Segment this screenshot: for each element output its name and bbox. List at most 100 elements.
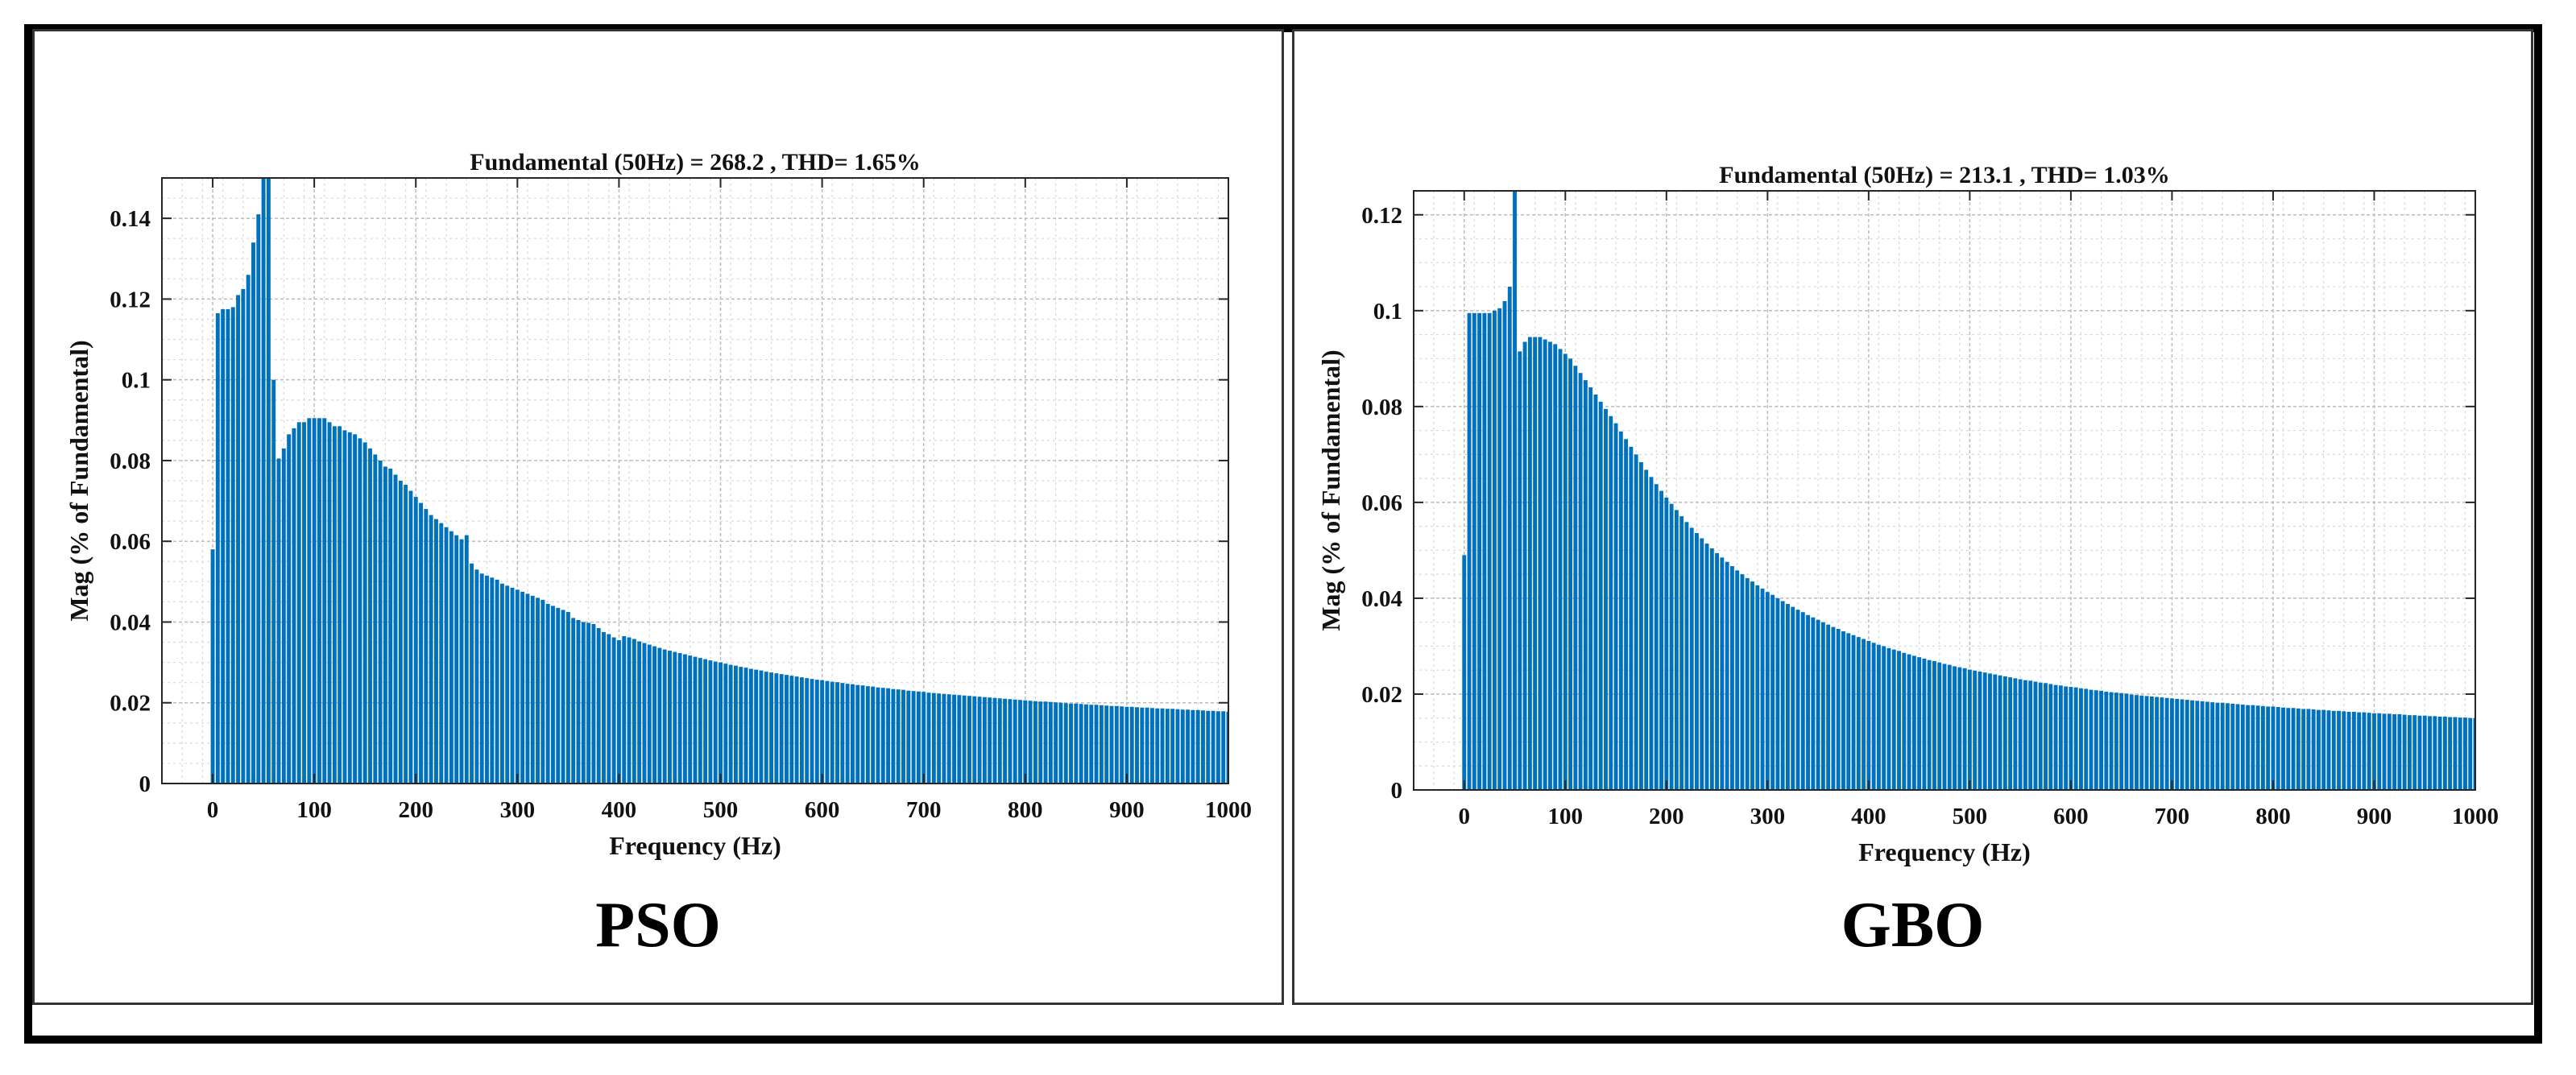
gbo-bar [2210,702,2215,790]
gbo-bar [1816,619,1820,790]
gbo-bar [1886,647,1891,790]
gbo-method-label: GBO [1841,890,1985,961]
pso-bar [444,527,449,784]
pso-bar [221,308,226,784]
pso-bar [946,694,951,784]
gbo-panel: 0 100 200 300 400 500 600 700 800 900 1000 0 0.02 0.0… [1292,29,2533,1005]
gbo-bar [2169,698,2174,790]
gbo-bar [2473,717,2475,790]
pso-x-axis-label: Frequency (Hz) [609,831,781,860]
pso-bar [1054,702,1058,784]
gbo-bar [1967,669,1972,790]
gbo-bar [1911,655,1916,790]
gbo-bar [1487,312,1492,790]
pso-ytick-label: 0.1 [122,368,151,394]
pso-method-label: PSO [595,890,721,961]
gbo-bar [2013,678,2018,790]
pso-bar [1003,698,1008,784]
pso-bar [1063,703,1068,784]
pso-bar [449,531,453,784]
pso-bar [368,448,372,784]
pso-bar [1038,701,1043,784]
pso-bar [967,696,971,784]
gbo-bar [2428,716,2432,790]
gbo-bar [2175,698,2180,790]
pso-bar [739,667,743,784]
gbo-bar [2226,703,2230,790]
pso-bar [627,637,632,784]
pso-bar [926,693,931,784]
pso-xtick-label: 200 [398,797,433,823]
pso-bar [748,668,753,784]
gbo-bar [1704,544,1709,790]
gbo-bar [2033,681,2038,790]
gbo-bar [2028,680,2033,790]
gbo-bar [2286,708,2291,790]
pso-bar [281,448,286,784]
gbo-bar [2463,717,2467,790]
gbo-bar [2044,683,2048,790]
gbo-bar [1755,585,1760,790]
pso-bar [576,619,581,784]
gbo-xtick-label: 400 [1851,804,1886,829]
pso-bar [1120,706,1124,784]
pso-bar [906,690,911,784]
pso-bar [1206,710,1211,784]
gbo-ytick-label: 0.02 [1361,682,1402,708]
pso-bar [266,178,271,784]
pso-bar [536,597,540,784]
pso-bar [733,665,738,784]
gbo-bar [1715,552,1720,790]
pso-bar [611,637,616,784]
gbo-bar [2155,697,2160,790]
gbo-bars [1462,191,2475,790]
gbo-bar [1740,574,1745,790]
gbo-bar [2448,717,2453,790]
gbo-bar [1735,570,1740,790]
gbo-bar [1907,654,1911,790]
pso-bar [997,698,1002,784]
gbo-bar [1775,597,1780,790]
gbo-bar [2058,685,2063,790]
pso-bar [602,632,606,784]
pso-bar [779,674,784,784]
gbo-bar [2235,704,2240,790]
pso-bar [865,686,870,784]
pso-bar [896,689,901,784]
pso-bar [794,676,799,784]
gbo-bar [1988,673,1992,790]
gbo-bar [1729,566,1734,790]
gbo-bar [1806,614,1810,790]
gbo-bar [1558,349,1563,790]
pso-bar [276,458,281,784]
gbo-bar [2008,677,2013,790]
pso-bar [830,681,835,784]
pso-bar [1033,701,1037,784]
pso-bar [1008,699,1013,784]
gbo-bar [1973,670,1978,790]
pso-bar [1089,705,1094,784]
gbo-bar [2104,691,2109,790]
pso-bar [723,664,728,784]
gbo-bar [2387,713,2392,790]
pso-bar [419,502,424,784]
gbo-bar [2084,688,2089,790]
gbo-bar [2215,702,2220,790]
gbo-bar [2220,702,2225,790]
gbo-bar [1518,351,1522,790]
gbo-bar [1684,522,1689,790]
gbo-bar [2190,700,2194,790]
pso-bar [937,693,942,784]
pso-ytick-label: 0.14 [110,206,151,232]
gbo-bar [1588,387,1593,790]
gbo-bar [2094,690,2098,790]
gbo-bar [1760,589,1765,790]
gbo-bar [2069,687,2073,790]
gbo-bar [1922,658,1927,790]
gbo-xtick-label: 0 [1459,804,1471,829]
gbo-bar [1720,557,1725,790]
pso-bar [805,678,810,784]
gbo-bar [1998,675,2002,790]
gbo-bar [2139,695,2144,790]
pso-bar [921,692,926,784]
